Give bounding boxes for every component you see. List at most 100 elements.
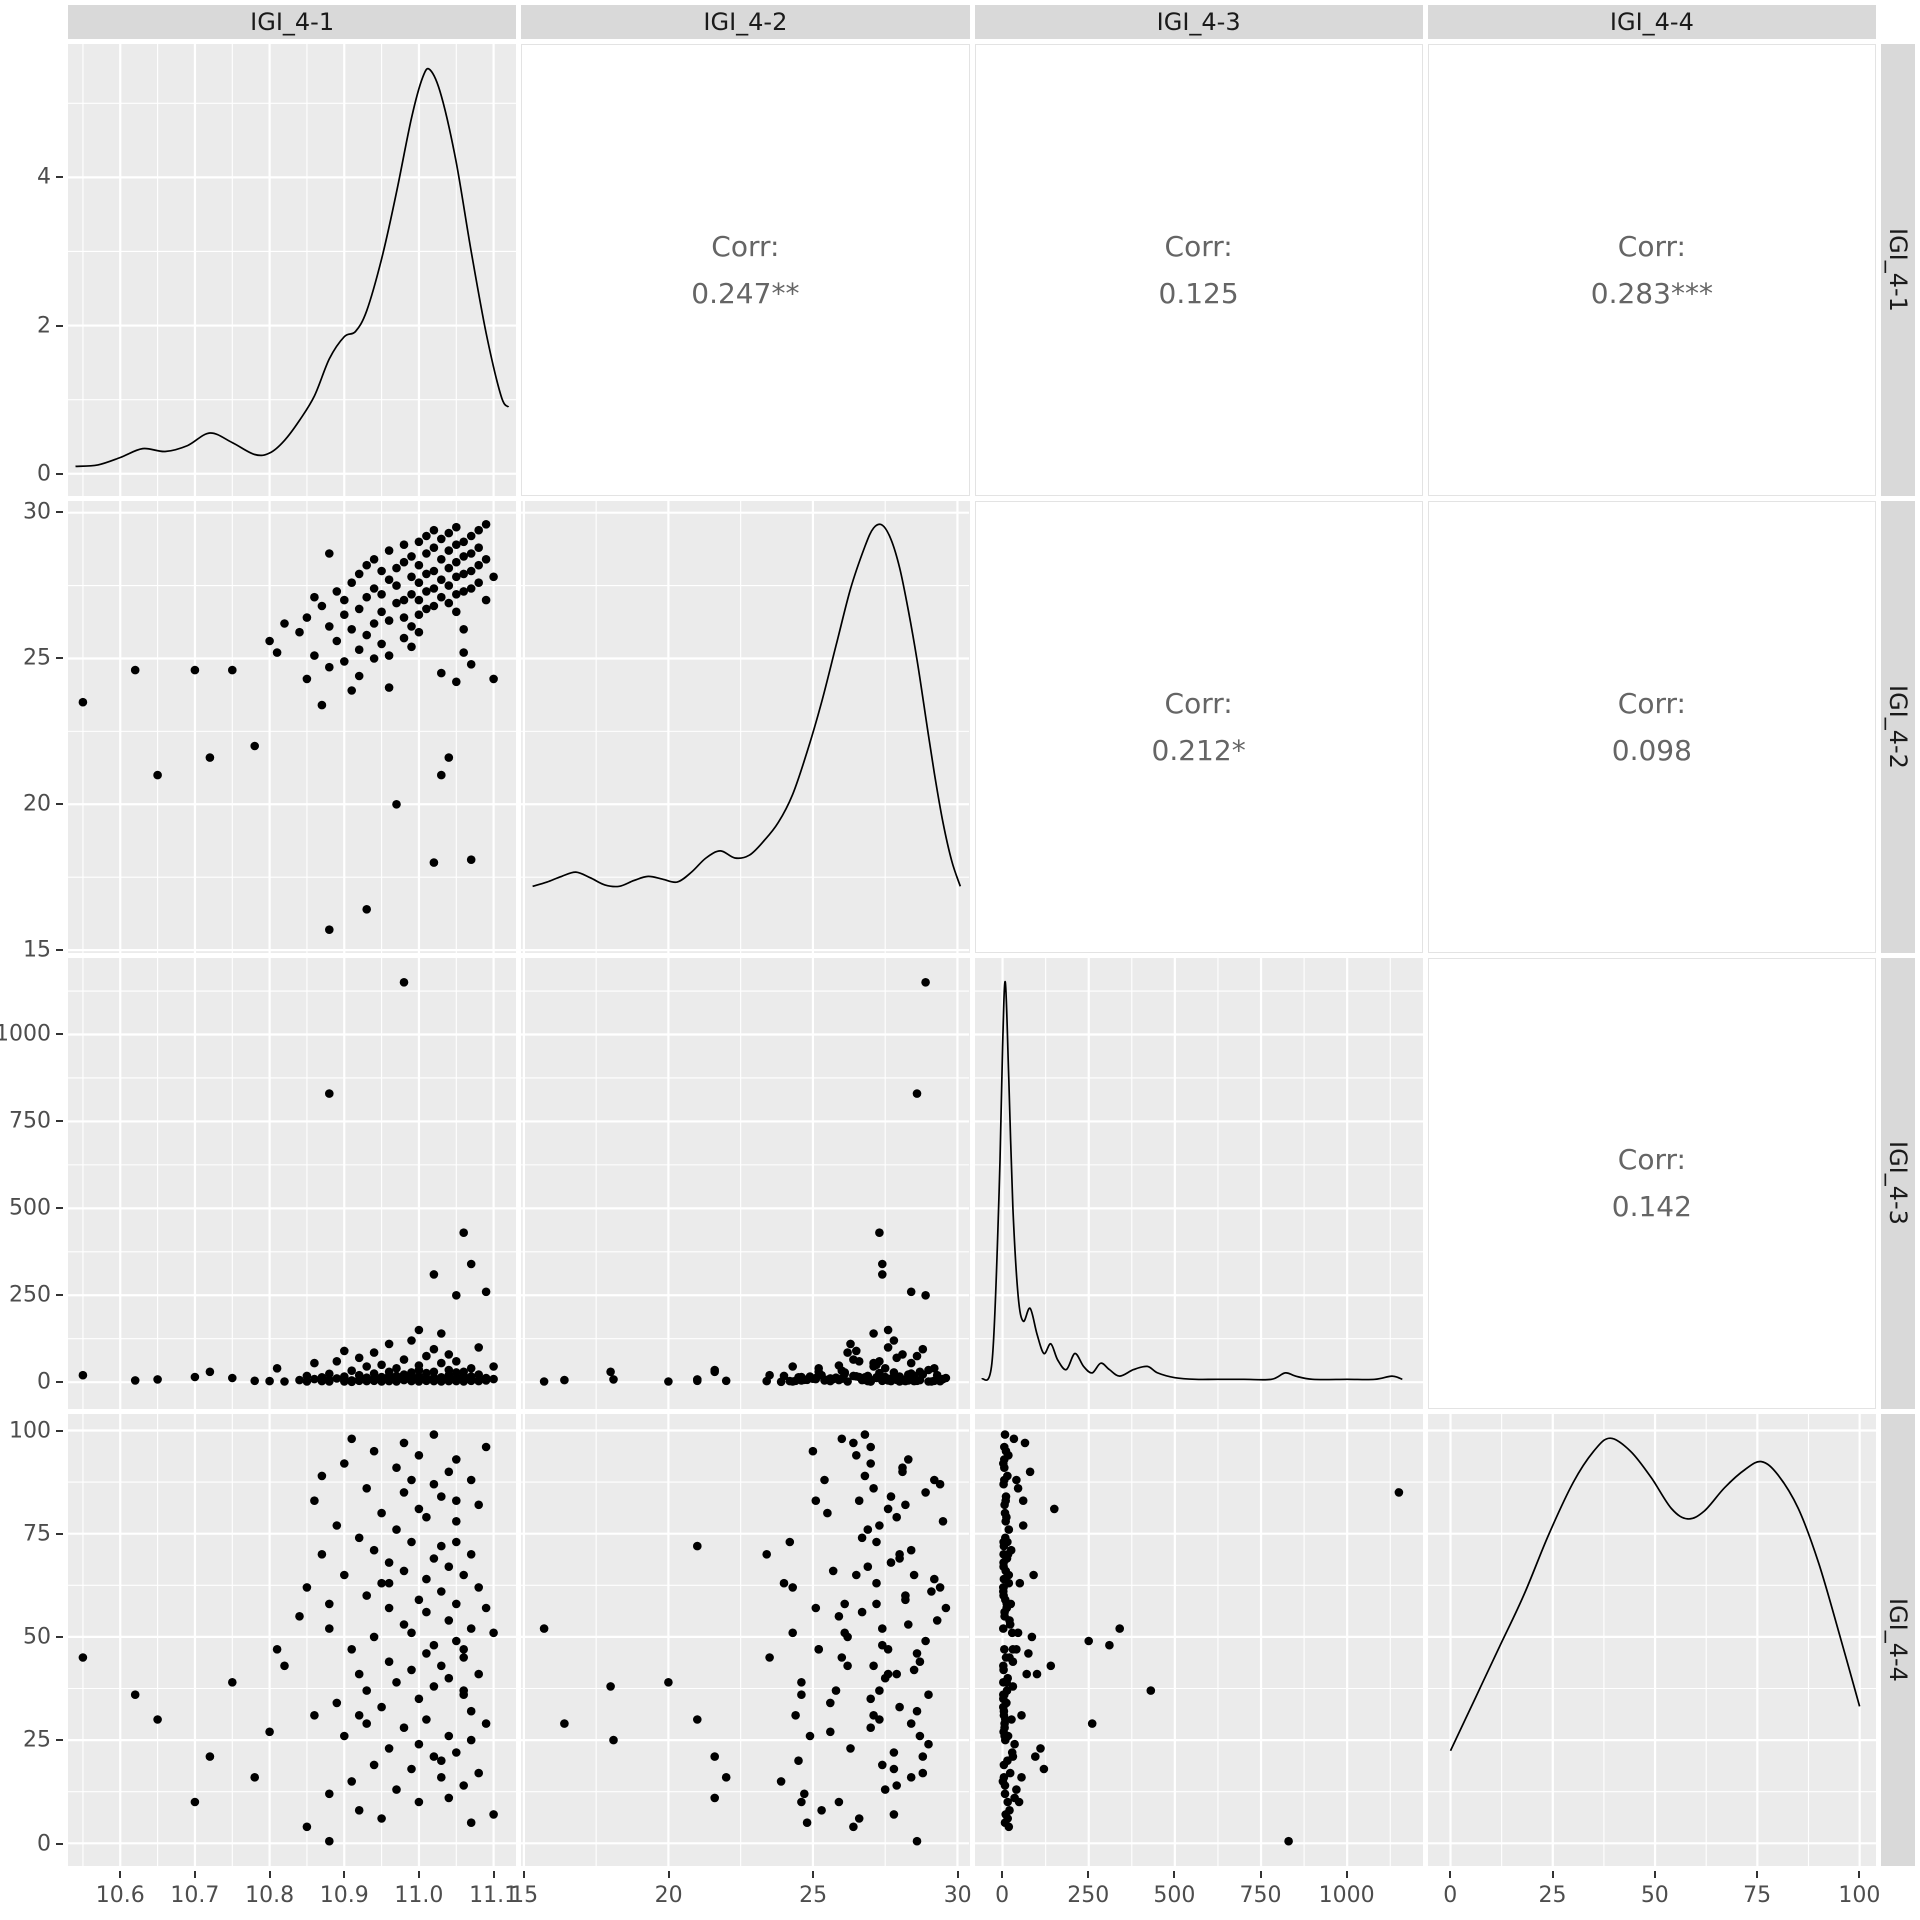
data-point [325, 548, 334, 558]
density-panel-igi-4-2 [521, 500, 970, 953]
density-plot-svg [1427, 1414, 1876, 1866]
data-point [837, 1434, 847, 1444]
data-point [392, 1678, 401, 1687]
data-point [1394, 1488, 1403, 1497]
data-point [302, 613, 312, 622]
data-point [190, 1797, 200, 1807]
data-point [362, 1375, 372, 1384]
x-tick-mark [492, 1871, 495, 1878]
data-point [452, 557, 461, 567]
x-tick-mark [1001, 1871, 1004, 1878]
data-point [1016, 1711, 1026, 1720]
x-tick-label: 75 [1743, 1883, 1772, 1908]
data-point [808, 1447, 818, 1456]
x-tick-label: 11.1 [469, 1883, 519, 1908]
strip-label: IGI_4-1 [1884, 227, 1912, 312]
data-point [437, 1661, 446, 1671]
data-point [429, 1480, 439, 1489]
data-point [347, 624, 357, 634]
data-point [78, 1653, 88, 1663]
y-tick-mark [56, 1380, 63, 1383]
data-point [466, 1736, 476, 1745]
data-point [474, 1500, 484, 1510]
strip-label: IGI_4-3 [1156, 8, 1241, 36]
data-point [414, 1451, 424, 1460]
y-tick-label: 75 [23, 1521, 51, 1547]
data-point [228, 665, 237, 675]
y-tick-mark [56, 1739, 63, 1742]
data-point [1002, 1797, 1012, 1807]
data-point [878, 1760, 887, 1770]
data-point [466, 1259, 476, 1268]
data-point [332, 1373, 342, 1383]
corr-prefix: Corr: [1617, 1143, 1686, 1177]
data-point [459, 537, 469, 546]
data-point [814, 1645, 824, 1654]
data-point [693, 1376, 702, 1385]
data-point [444, 528, 454, 538]
data-point [369, 583, 379, 593]
data-point [354, 1353, 364, 1362]
data-point [466, 1624, 476, 1634]
data-point [384, 575, 394, 584]
data-point [881, 1372, 890, 1381]
data-point [481, 1287, 491, 1296]
data-point [384, 546, 394, 555]
data-point [407, 1475, 416, 1485]
data-point [340, 1570, 349, 1580]
corr-panel-igi41-igi43: Corr: 0.125 [974, 44, 1423, 496]
data-point [407, 1537, 416, 1547]
data-point [912, 1707, 922, 1716]
data-point [362, 1591, 372, 1601]
data-point [1000, 1781, 1009, 1791]
data-point [452, 572, 461, 581]
data-point [860, 1430, 870, 1440]
x-tick-label: 10.7 [170, 1883, 220, 1908]
x-tick-mark [119, 1871, 122, 1878]
data-point [886, 1558, 896, 1568]
data-point [429, 1344, 439, 1353]
data-point [295, 627, 304, 637]
data-point [998, 1537, 1008, 1547]
data-point [384, 1339, 394, 1348]
corr-value: 0.283*** [1590, 276, 1713, 310]
corr-value: 0.098 [1611, 733, 1692, 767]
data-point [852, 1570, 861, 1580]
data-point [910, 1665, 919, 1675]
data-point [1007, 1628, 1016, 1638]
data-point [429, 566, 439, 576]
data-point [414, 1360, 424, 1370]
data-point [863, 1525, 873, 1535]
data-point [392, 581, 401, 590]
data-point [693, 1715, 702, 1725]
data-point [805, 1731, 815, 1741]
data-point [1004, 1616, 1014, 1625]
corner-top-right [1881, 5, 1915, 39]
x-tick-mark [1173, 1871, 1176, 1878]
data-point [474, 578, 484, 587]
data-point [437, 554, 446, 564]
data-point [354, 569, 364, 578]
corr-prefix: Corr: [1617, 229, 1686, 263]
data-point [452, 677, 461, 686]
data-point [325, 1599, 334, 1609]
strip-top-igi-4-1: IGI_4-1 [68, 5, 517, 39]
data-point [999, 1500, 1009, 1510]
data-point [414, 1504, 424, 1514]
data-point [310, 1358, 319, 1367]
data-point [863, 1562, 873, 1572]
data-point [1025, 1467, 1034, 1477]
corr-value: 0.125 [1158, 276, 1239, 310]
strip-label: IGI_4-2 [1884, 684, 1912, 769]
corr-panel-igi43-igi44: Corr: 0.142 [1427, 957, 1876, 1410]
x-axis-col-4: 0 25 50 75 100 [1428, 1871, 1880, 1915]
corr-panel-igi42-igi43: Corr: 0.212* [974, 500, 1423, 953]
data-point [912, 1088, 922, 1098]
data-point [907, 1358, 916, 1367]
x-tick-label: 0 [995, 1883, 1010, 1908]
data-point [459, 648, 469, 657]
y-tick-label: 100 [9, 1418, 51, 1444]
data-point [452, 1290, 461, 1300]
data-point [1146, 1686, 1155, 1696]
data-point [399, 1354, 409, 1364]
